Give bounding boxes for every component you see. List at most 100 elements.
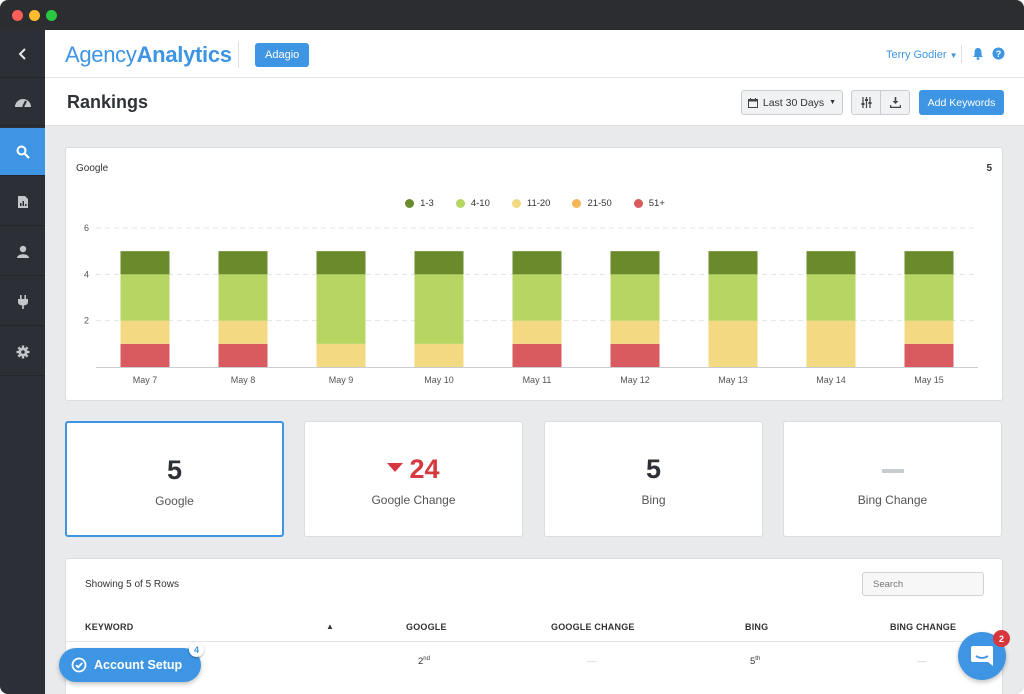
legend-item-51+[interactable]: 51+ bbox=[633, 198, 665, 209]
notifications-button[interactable] bbox=[971, 46, 985, 60]
title-bar bbox=[0, 0, 1024, 30]
sidebar bbox=[0, 30, 45, 694]
column-header-bing[interactable]: BING bbox=[745, 622, 769, 632]
add-keywords-button[interactable]: Add Keywords bbox=[919, 90, 1004, 115]
legend-label: 21-50 bbox=[587, 198, 612, 209]
chat-icon bbox=[971, 646, 993, 666]
bar-segment-4-10[interactable] bbox=[610, 274, 660, 321]
minimize-window-button[interactable] bbox=[29, 10, 40, 21]
legend-dot bbox=[405, 199, 415, 208]
help-button[interactable]: ? bbox=[991, 46, 1005, 60]
date-range-dropdown[interactable]: Last 30 Days ▼ bbox=[741, 90, 843, 115]
bar-segment-4-10[interactable] bbox=[806, 274, 856, 321]
bar-segment-1-3[interactable] bbox=[218, 251, 268, 275]
column-header-google-change[interactable]: GOOGLE CHANGE bbox=[551, 622, 635, 632]
x-tick-label: May 12 bbox=[620, 375, 650, 385]
stat-card-google-change[interactable]: 24 Google Change bbox=[304, 421, 523, 537]
sidebar-item-contacts[interactable] bbox=[0, 228, 45, 276]
bar-segment-11-20[interactable] bbox=[120, 320, 170, 344]
gauge-icon bbox=[14, 98, 31, 107]
sidebar-item-settings[interactable] bbox=[0, 328, 45, 376]
arrow-down-icon bbox=[387, 463, 404, 473]
download-icon bbox=[889, 97, 901, 108]
sidebar-item-rankings[interactable] bbox=[0, 128, 45, 176]
google-change-number: 24 bbox=[409, 454, 440, 484]
column-header-keyword[interactable]: KEYWORD bbox=[85, 622, 134, 632]
logo-text-2: Analytics bbox=[136, 42, 232, 67]
bar-segment-1-3[interactable] bbox=[904, 251, 954, 275]
no-change-dash-icon bbox=[882, 469, 904, 473]
bar-segment-4-10[interactable] bbox=[904, 274, 954, 321]
bar-segment-4-10[interactable] bbox=[120, 274, 170, 321]
legend-dot bbox=[572, 199, 582, 208]
bar-segment-11-20[interactable] bbox=[316, 343, 366, 367]
stat-label-google: Google bbox=[155, 494, 194, 508]
sidebar-item-back[interactable] bbox=[0, 30, 45, 78]
bar-segment-51+[interactable] bbox=[120, 343, 170, 367]
bar-segment-1-3[interactable] bbox=[610, 251, 660, 275]
bar-segment-1-3[interactable] bbox=[414, 251, 464, 275]
sidebar-item-integrations[interactable] bbox=[0, 278, 45, 326]
x-tick-label: May 7 bbox=[133, 375, 158, 385]
help-icon: ? bbox=[992, 47, 1004, 59]
account-setup-badge: 4 bbox=[189, 642, 204, 657]
plug-icon bbox=[17, 294, 28, 309]
bar-segment-11-20[interactable] bbox=[708, 320, 758, 367]
bar-segment-4-10[interactable] bbox=[512, 274, 562, 321]
x-tick-label: May 11 bbox=[523, 375, 552, 385]
sort-asc-icon[interactable]: ▲ bbox=[326, 622, 335, 631]
bar-segment-11-20[interactable] bbox=[512, 320, 562, 344]
bar-segment-51+[interactable] bbox=[904, 343, 954, 367]
download-button[interactable] bbox=[880, 90, 910, 115]
search-input[interactable] bbox=[862, 572, 984, 596]
bar-segment-11-20[interactable] bbox=[806, 320, 856, 367]
bar-segment-1-3[interactable] bbox=[806, 251, 856, 275]
legend-item-21-50[interactable]: 21-50 bbox=[572, 198, 612, 209]
bar-segment-51+[interactable] bbox=[610, 343, 660, 367]
legend-item-4-10[interactable]: 4-10 bbox=[455, 198, 490, 209]
chart-keyword-count: 5 bbox=[986, 163, 992, 174]
bar-segment-1-3[interactable] bbox=[120, 251, 170, 275]
x-tick-label: May 9 bbox=[329, 375, 354, 385]
bar-segment-1-3[interactable] bbox=[512, 251, 562, 275]
bar-segment-1-3[interactable] bbox=[316, 251, 366, 275]
logo-text-1: Agency bbox=[65, 42, 137, 67]
bar-segment-51+[interactable] bbox=[512, 343, 562, 367]
nav-divider bbox=[238, 42, 239, 68]
close-window-button[interactable] bbox=[12, 10, 23, 21]
x-tick-label: May 13 bbox=[718, 375, 748, 385]
legend-item-11-20[interactable]: 11-20 bbox=[511, 198, 550, 209]
column-header-google[interactable]: GOOGLE bbox=[406, 622, 447, 632]
stat-card-bing-change[interactable]: Bing Change bbox=[783, 421, 1002, 537]
column-header-bing-change[interactable]: BING CHANGE bbox=[890, 622, 957, 632]
bar-segment-4-10[interactable] bbox=[316, 274, 366, 344]
caret-down-icon: ▼ bbox=[829, 99, 837, 106]
filter-columns-button[interactable] bbox=[851, 90, 881, 115]
bar-segment-4-10[interactable] bbox=[708, 274, 758, 321]
agency-analytics-logo[interactable]: AgencyAnalytics bbox=[65, 42, 232, 68]
google-rank-suffix: nd bbox=[423, 656, 430, 662]
client-switcher-button[interactable]: Adagio bbox=[255, 43, 310, 67]
account-setup-button[interactable]: Account Setup bbox=[59, 648, 201, 682]
stat-card-google[interactable]: 5 Google bbox=[65, 421, 284, 537]
bar-segment-11-20[interactable] bbox=[610, 320, 660, 344]
bar-segment-51+[interactable] bbox=[218, 343, 268, 367]
calendar-icon bbox=[747, 97, 758, 108]
bar-segment-4-10[interactable] bbox=[218, 274, 268, 321]
search-icon bbox=[16, 145, 30, 159]
sidebar-item-reports[interactable] bbox=[0, 178, 45, 226]
bar-segment-11-20[interactable] bbox=[904, 320, 954, 344]
legend-item-1-3[interactable]: 1-3 bbox=[405, 198, 434, 209]
bar-segment-11-20[interactable] bbox=[414, 343, 464, 367]
maximize-window-button[interactable] bbox=[46, 10, 57, 21]
page-header: Rankings Last 30 Days ▼ Add Keywords bbox=[45, 78, 1024, 126]
bar-segment-11-20[interactable] bbox=[218, 320, 268, 344]
stat-card-bing[interactable]: 5 Bing bbox=[544, 421, 763, 537]
user-menu[interactable]: Terry Godier ▼ bbox=[886, 49, 958, 61]
bar-segment-1-3[interactable] bbox=[708, 251, 758, 275]
bar-segment-4-10[interactable] bbox=[414, 274, 464, 344]
x-tick-label: May 15 bbox=[914, 375, 944, 385]
sidebar-item-dashboard[interactable] bbox=[0, 78, 45, 126]
account-setup-label: Account Setup bbox=[94, 658, 183, 672]
y-tick-label: 4 bbox=[84, 269, 89, 279]
